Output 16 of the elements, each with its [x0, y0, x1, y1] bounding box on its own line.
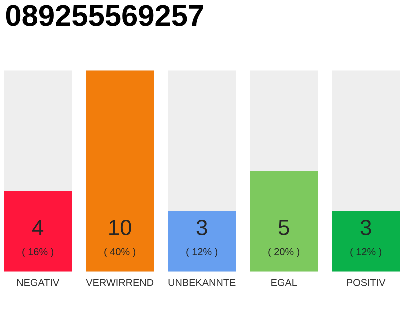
x-tick-label: NEGATIV: [17, 279, 60, 286]
x-tick-label: VERWIRREND: [86, 279, 154, 286]
annotation: ( 20% ): [268, 248, 300, 258]
data-label: 3: [360, 220, 372, 236]
x-tick-label: UNBEKANNTE: [168, 279, 236, 286]
data-label: 5: [278, 220, 290, 236]
annotation: ( 16% ): [22, 248, 54, 258]
data-label: 3: [196, 220, 208, 236]
annotation: ( 12% ): [186, 248, 218, 258]
x-tick-label: EGAL: [272, 279, 298, 286]
annotation: ( 40% ): [104, 248, 136, 258]
annotation: ( 12% ): [350, 248, 382, 258]
x-tick-label: POSITIV: [347, 279, 386, 286]
chart-title: 089255569257: [6, 5, 204, 26]
data-label: 4: [32, 220, 44, 236]
data-label: 10: [110, 220, 132, 236]
